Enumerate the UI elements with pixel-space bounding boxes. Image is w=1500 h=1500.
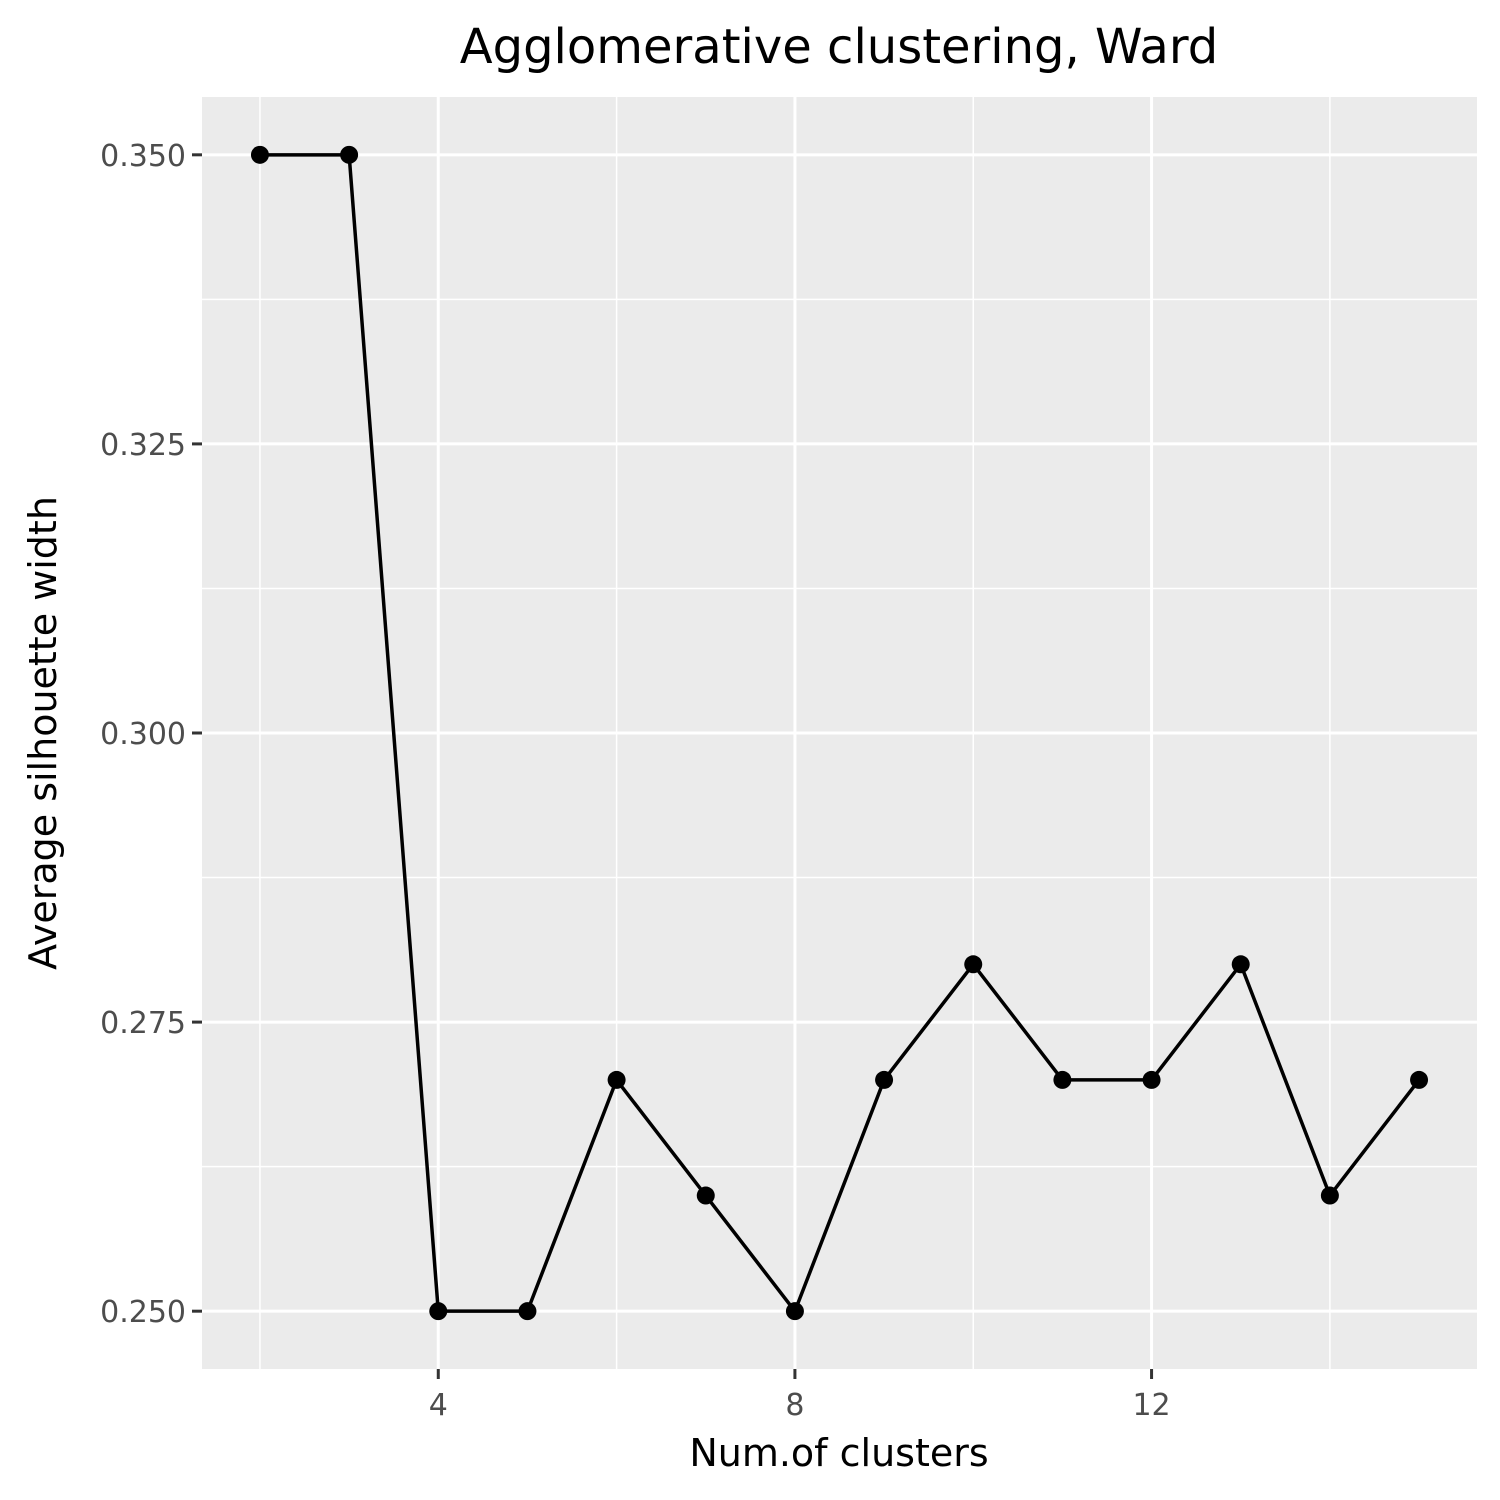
data-point [696, 1186, 715, 1205]
y-tick-label: 0.250 [100, 1295, 186, 1330]
data-point [340, 145, 359, 164]
x-axis: 4 8 12 [429, 1369, 1171, 1423]
data-point [1142, 1070, 1161, 1089]
y-axis-title: Average silhouette width [21, 496, 65, 970]
y-tick-label: 0.350 [100, 139, 186, 174]
chart-title: Agglomerative clustering, Ward [460, 19, 1218, 75]
data-point [429, 1302, 448, 1321]
x-axis-title: Num.of clusters [689, 1431, 988, 1475]
data-point [1231, 955, 1250, 974]
y-tick-label: 0.275 [100, 1006, 186, 1041]
y-tick-label: 0.325 [100, 428, 186, 463]
data-point [1053, 1070, 1072, 1089]
major-gridlines [202, 97, 1477, 1369]
x-tick-label: 12 [1132, 1388, 1170, 1423]
y-axis: 0.250 0.275 0.300 0.325 0.350 [100, 139, 202, 1330]
data-point [1320, 1186, 1339, 1205]
y-tick-label: 0.300 [100, 717, 186, 752]
data-point [250, 145, 269, 164]
x-tick-label: 4 [429, 1388, 448, 1423]
x-tick-label: 8 [785, 1388, 804, 1423]
series-layer [250, 145, 1429, 1321]
data-point [607, 1070, 626, 1089]
series-line [259, 153, 1421, 1313]
data-point [964, 955, 983, 974]
data-point [785, 1302, 804, 1321]
data-point [875, 1070, 894, 1089]
data-point [518, 1302, 537, 1321]
data-point [1410, 1070, 1429, 1089]
